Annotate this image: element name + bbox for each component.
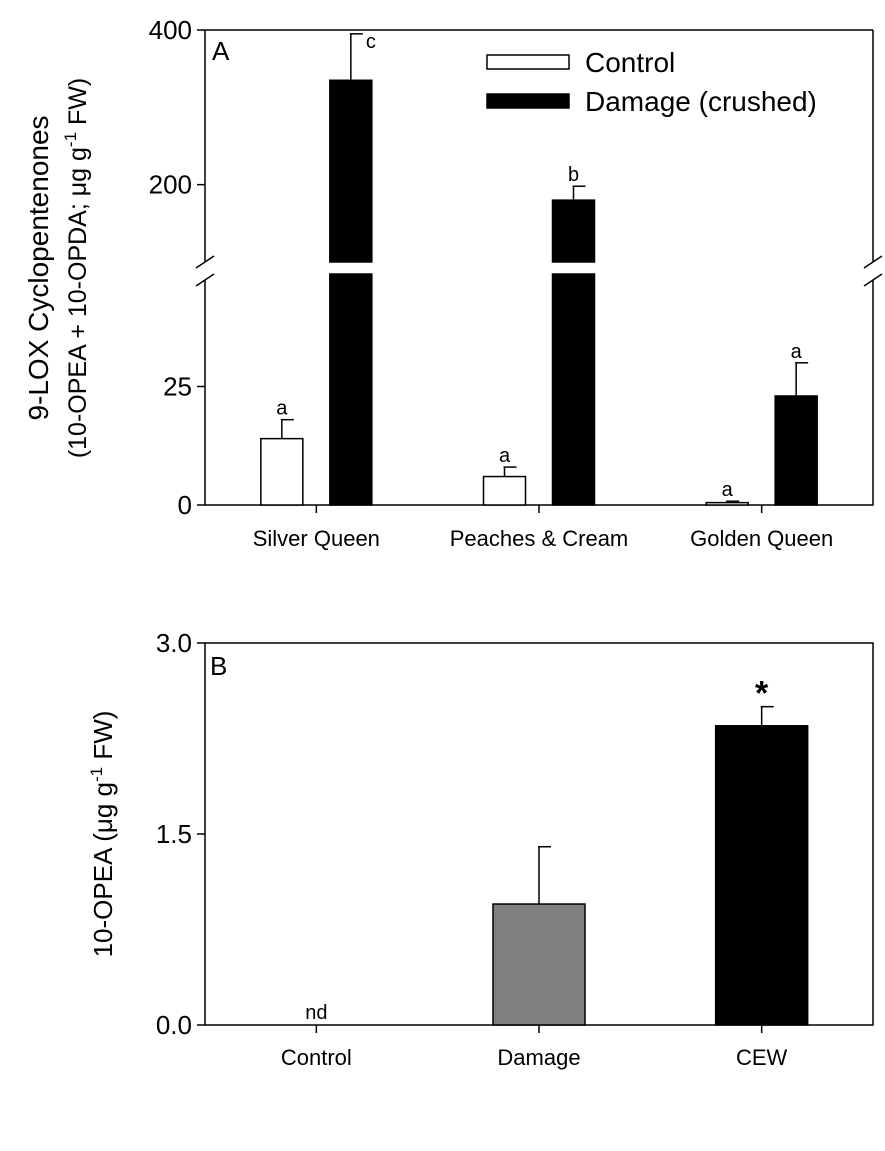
y-tick-label: 3.0 <box>156 628 192 658</box>
panel-a-legend: Control Damage (crushed) <box>486 47 817 117</box>
axis-break-right <box>863 255 883 287</box>
legend-swatch-control <box>486 54 570 70</box>
panel-a-y-axis-title: 9-LOX Cyclopentenones (10-OPEA + 10-OPDA… <box>23 78 92 458</box>
bar-lower-segment <box>329 273 373 506</box>
significance-letter: a <box>276 398 288 420</box>
panel-a-ylabel-line2: (10-OPEA + 10-OPDA; μg g-1 FW) <box>61 78 92 458</box>
panel-b-y-ticks: 0.0 1.5 3.0 <box>156 628 205 1040</box>
panel-b-label: B <box>210 651 227 681</box>
significance-letter: a <box>791 341 803 363</box>
panel-a-ylabel-line1: 9-LOX Cyclopentenones <box>23 115 54 420</box>
axis-break-left <box>195 255 215 287</box>
significance-letter: a <box>499 445 511 467</box>
bar-upper-segment <box>551 199 596 263</box>
not-detected-label: nd <box>305 1002 327 1024</box>
y-tick-label: 0.0 <box>156 1010 192 1040</box>
bar <box>705 501 749 506</box>
bar <box>492 903 586 1026</box>
x-category-label: Silver Queen <box>253 526 380 551</box>
x-category-label: Control <box>281 1045 352 1070</box>
y-tick-label: 25 <box>163 372 192 402</box>
bar <box>714 725 809 1026</box>
significance-marker: * <box>755 675 769 713</box>
panel-b-ylabel: 10-OPEA (μg g-1 FW) <box>87 711 118 958</box>
panel-b-bars: nd * <box>305 675 809 1026</box>
panel-a-category-labels: Silver Queen Peaches & Cream Golden Queen <box>253 505 833 551</box>
legend-label-damage: Damage (crushed) <box>585 86 817 117</box>
y-tick-label: 400 <box>149 15 192 45</box>
x-category-label: CEW <box>736 1045 788 1070</box>
panel-b: B 10-OPEA (μg g-1 FW) 0.0 1.5 3.0 nd * Cont… <box>87 628 874 1070</box>
x-category-label: Golden Queen <box>690 526 833 551</box>
panel-b-category-labels: Control Damage CEW <box>281 1025 788 1070</box>
significance-letter: c <box>366 31 376 53</box>
panel-a-y-ticks: 0 25 200 400 <box>149 15 205 520</box>
x-category-label: Damage <box>497 1045 580 1070</box>
y-tick-label: 200 <box>149 170 192 200</box>
bar <box>482 475 527 506</box>
x-category-label: Peaches & Cream <box>450 526 629 551</box>
legend-label-control: Control <box>585 47 675 78</box>
legend-swatch-damage <box>486 93 570 109</box>
y-tick-label: 1.5 <box>156 819 192 849</box>
significance-letter: a <box>722 479 734 501</box>
panel-a-bars: a c a b a a <box>260 31 818 506</box>
bar-upper-segment <box>329 79 373 263</box>
panel-a-label: A <box>212 36 230 66</box>
panel-a: A 9-LOX Cyclopentenones (10-OPEA + 10-OP… <box>23 15 883 551</box>
bar <box>260 437 304 506</box>
bar-lower-segment <box>551 273 596 506</box>
y-tick-label: 0 <box>178 490 192 520</box>
bar <box>774 395 818 506</box>
significance-letter: b <box>568 164 579 186</box>
